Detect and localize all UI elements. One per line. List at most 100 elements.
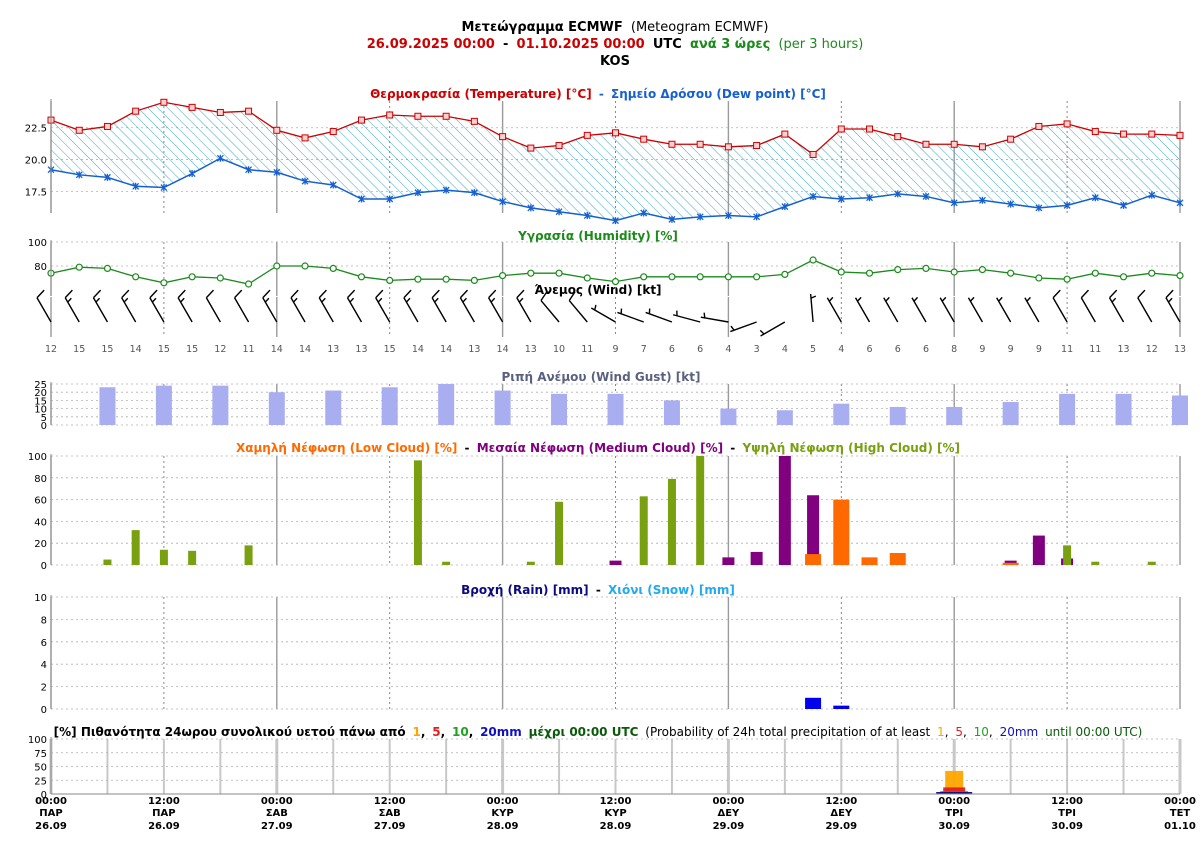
x-label-day: ΔΕΥ [717,808,740,819]
temperature-point [782,131,788,137]
wind-speed-label: 6 [669,344,675,355]
wind-barb-staff [1053,298,1067,322]
wind-barb [37,290,51,322]
cloud-sep-2: - [730,441,735,455]
high-cloud-bar [527,562,535,565]
prob-title-prefix: [%] Πιθανότητα 24ωρου συνολικού υετού πά… [54,725,406,739]
temperature-point [697,141,703,147]
gust-bar [382,387,398,425]
precip-sep: - [596,583,601,597]
wind-barb [1166,290,1180,322]
chart-title: Μετεώγραμμα ECMWF (Meteogram ECMWF) [461,20,768,35]
prob-ytick-label: 100 [28,735,47,746]
temp-ytick-label: 17.5 [25,187,47,198]
humidity-point [838,269,844,275]
temperature-point [528,145,534,151]
temperature-point [1092,129,1098,135]
temperature-point [613,130,619,136]
wind-barb [1138,290,1152,322]
wind-barb-staff [37,298,51,322]
high-cloud-title: Υψηλή Νέφωση (High Cloud) [%] [741,441,960,455]
wind-speed-label: 6 [867,344,873,355]
wind-barb-half [435,298,439,302]
humidity-point [500,273,506,279]
gust-bar [1059,394,1075,425]
humidity-point [895,267,901,273]
temperature-point [1064,121,1070,127]
temperature-point [1149,131,1155,137]
humidity-point [782,271,788,277]
wind-barb-staff [569,301,587,322]
gust-bar [495,391,511,425]
high-cloud-bar [245,545,253,565]
wind-barb-full [1053,290,1060,298]
humidity-point [754,274,760,280]
humidity-point [471,277,477,283]
title-en: (Meteogram ECMWF) [631,20,769,35]
wind-speed-label: 13 [355,344,367,355]
prob-comma-2: , [441,725,446,739]
high-cloud-bar [640,496,648,565]
wind-barb-half [322,298,326,302]
wind-barb-half [378,298,382,302]
temperature-point [1008,136,1014,142]
x-label-date: 27.09 [261,821,293,832]
station-name: KOS [600,54,630,69]
rain-title: Βροχή (Rain) [mm] [461,583,589,597]
high-cloud-bar [1148,562,1156,565]
wind-barb-staff [1081,298,1095,322]
rain-bar [805,698,821,709]
humidity-point [1036,275,1042,281]
wind-barb-staff [376,298,390,322]
wind-barb [517,290,531,322]
gust-bar [720,409,736,425]
wind-barb-staff [263,298,277,322]
temperature-point [471,118,477,124]
humidity-point [697,274,703,280]
cloud-ytick-label: 20 [34,539,47,550]
prob-comma-1: , [421,725,426,739]
humidity-point [246,281,252,287]
prob-en-thr-2: 5 [955,725,963,739]
wind-speed-label: 15 [384,344,396,355]
wind-speed-label: 11 [1061,344,1073,355]
rain-ytick-label: 6 [41,638,47,649]
temperature-point [76,127,82,133]
low-cloud-bar [805,554,821,565]
wind-barb-staff [591,308,615,322]
gust-bar [946,407,962,425]
wind-speed-label: 9 [1036,344,1042,355]
cloud-sep-1: - [465,441,470,455]
high-cloud-bar [1091,562,1099,565]
temperature-point [104,123,110,129]
title-gr: Μετεώγραμμα ECMWF [461,20,622,35]
high-cloud-bar [668,479,676,565]
temperature-point [754,143,760,149]
temperature-point [133,108,139,114]
prob-en-thr-3: 10 [974,725,989,739]
low-cloud-bar [833,500,849,565]
gust-bar [1172,395,1188,425]
wind-barb-full [376,290,383,298]
wind-speed-label: 12 [1146,344,1158,355]
x-label-date: 26.09 [148,821,180,832]
humidity-point [528,270,534,276]
wind-barb-staff [517,298,531,322]
gust-bar [608,394,624,425]
wind-barb [827,297,841,322]
humidity-point [613,279,619,285]
humidity-point [1008,270,1014,276]
wind-speed-label: 9 [979,344,985,355]
x-label-day: ΤΡΙ [1058,808,1076,819]
high-cloud-bar [696,456,704,565]
wind-barb-staff [827,298,841,322]
wind-barb-staff [235,298,249,322]
wind-speed-label: 15 [186,344,198,355]
wind-barb-full [65,290,72,298]
prob-en-until: until 00:00 UTC) [1045,725,1142,739]
snow-title: Χιόνι (Snow) [mm] [608,583,735,597]
humidity-point [302,263,308,269]
temperature-point [951,141,957,147]
wind-barb-full [235,290,242,298]
